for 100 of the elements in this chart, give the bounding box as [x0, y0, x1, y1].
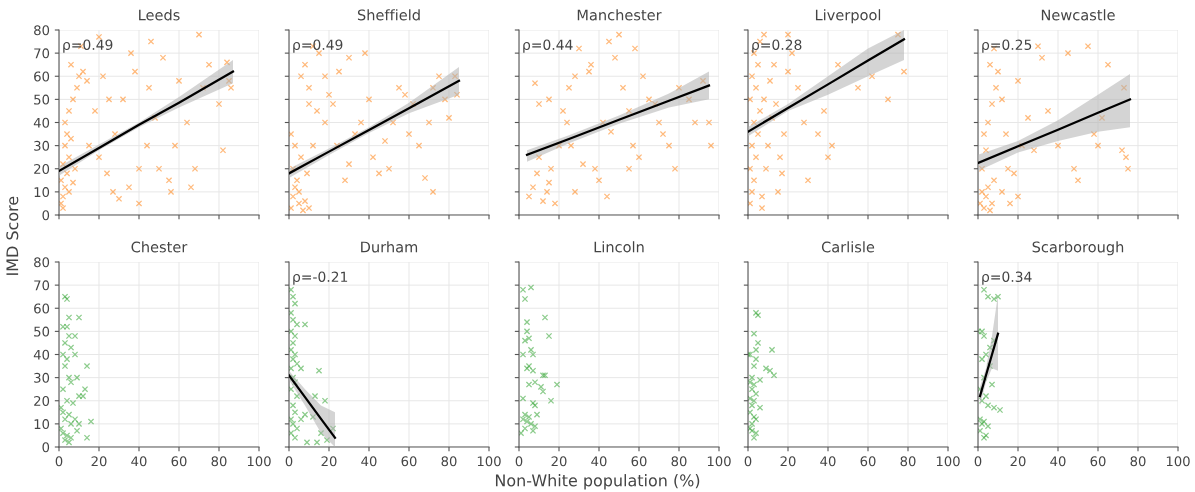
point: [519, 395, 527, 402]
point: [990, 177, 998, 184]
point: [750, 397, 758, 404]
point: [73, 84, 81, 92]
point: [587, 61, 595, 68]
point: [85, 142, 93, 149]
point: [527, 346, 535, 354]
point: [529, 427, 537, 435]
point: [71, 351, 79, 358]
chart-title: Newcastle: [1041, 9, 1115, 21]
point: [73, 427, 81, 435]
point: [748, 142, 756, 149]
y-tick-label: 80: [34, 25, 50, 36]
point: [125, 184, 133, 191]
y-tick-label: 0: [42, 210, 50, 221]
point: [531, 79, 539, 87]
point: [750, 330, 758, 337]
point: [289, 402, 297, 409]
point: [1004, 165, 1012, 172]
point: [115, 195, 123, 203]
point: [762, 165, 770, 172]
point: [59, 385, 67, 393]
point: [748, 73, 756, 80]
point: [707, 142, 715, 149]
point: [994, 68, 1002, 75]
point: [986, 61, 994, 68]
x-tick-label: 80: [671, 456, 687, 467]
point: [175, 77, 183, 85]
point: [748, 385, 756, 393]
y-axis-title: IMD Score: [6, 196, 19, 275]
point: [978, 188, 986, 196]
point: [537, 383, 545, 391]
point: [525, 193, 533, 200]
point: [321, 397, 329, 404]
point: [445, 114, 453, 122]
point: [748, 188, 756, 196]
point: [321, 119, 329, 126]
point: [605, 38, 613, 45]
x-tick-label: 60: [1090, 456, 1106, 467]
point: [521, 411, 529, 418]
point: [998, 96, 1006, 103]
point: [357, 119, 365, 126]
point: [992, 84, 1000, 92]
y-tick-label: 10: [34, 187, 50, 198]
x-tick-label: 60: [860, 456, 876, 467]
point: [103, 170, 111, 177]
x-tick-label: 0: [55, 456, 63, 467]
point: [71, 165, 79, 172]
x-tick-label: 40: [1050, 456, 1066, 467]
point: [303, 439, 311, 446]
point: [525, 335, 533, 342]
point: [67, 61, 75, 68]
point: [59, 193, 67, 200]
point: [435, 73, 443, 80]
point: [69, 179, 77, 186]
point: [293, 425, 301, 432]
point: [547, 397, 555, 404]
point: [1034, 42, 1042, 50]
point: [187, 184, 195, 191]
y-tick-label: 0: [42, 442, 50, 453]
point: [227, 84, 235, 92]
point: [778, 170, 786, 177]
point: [748, 402, 756, 409]
x-tick-label: 0: [974, 456, 982, 467]
point: [529, 351, 537, 358]
y-tick-label: 50: [34, 94, 50, 105]
point: [635, 153, 643, 161]
x-tick-label: 60: [171, 456, 187, 467]
point: [1010, 170, 1018, 177]
point: [1118, 147, 1126, 154]
point: [205, 61, 213, 68]
point: [315, 367, 323, 374]
point: [523, 418, 531, 425]
point: [539, 388, 547, 395]
y-tick-label: 60: [34, 71, 50, 82]
point: [900, 68, 908, 75]
x-tick-label: 20: [1010, 456, 1026, 467]
point: [293, 177, 301, 184]
x-tick-label: 40: [820, 456, 836, 467]
point: [369, 153, 377, 161]
annotation: ρ=0.34: [982, 271, 1032, 285]
x-tick-label: 80: [1130, 456, 1146, 467]
point: [619, 84, 627, 92]
point: [395, 84, 403, 92]
point: [301, 61, 309, 68]
point: [984, 119, 992, 126]
point: [521, 337, 529, 344]
point: [1094, 142, 1102, 149]
chart-title: Sheffield: [357, 9, 420, 21]
point: [1084, 42, 1092, 50]
annotation: ρ=0.49: [293, 39, 343, 53]
point: [291, 351, 299, 358]
point: [547, 165, 555, 172]
point: [1038, 54, 1046, 61]
point: [401, 91, 409, 98]
point: [784, 31, 792, 38]
x-tick-label: 100: [247, 456, 271, 467]
x-tick-label: 0: [744, 456, 752, 467]
point: [385, 165, 393, 172]
point: [527, 420, 535, 428]
